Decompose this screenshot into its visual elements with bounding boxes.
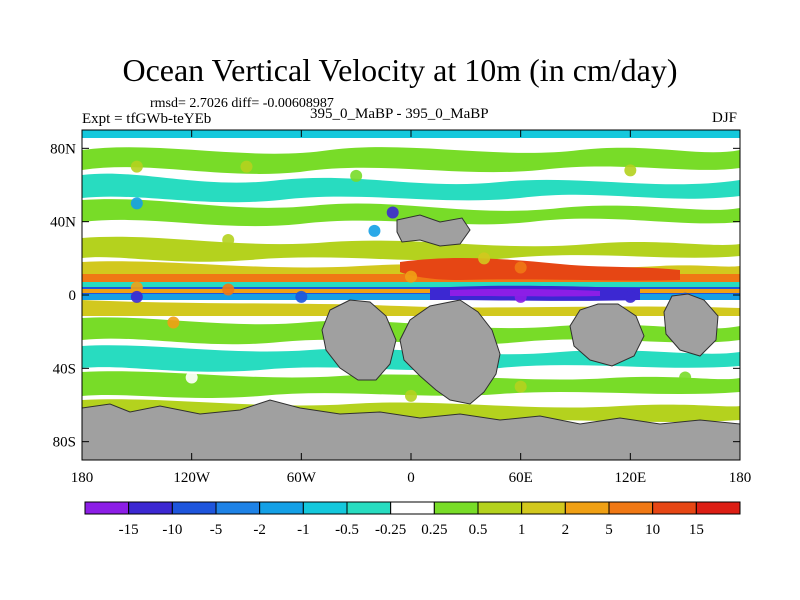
colorbar-label: -2 xyxy=(253,522,266,538)
land-mediterranean-block xyxy=(396,214,471,247)
colorbar-swatch xyxy=(564,501,610,515)
colorbar-label: 0.25 xyxy=(421,522,447,538)
x-tick-label: 120E xyxy=(614,470,646,486)
colorbar-swatch xyxy=(346,501,392,515)
chart-title: Ocean Vertical Velocity at 10m (in cm/da… xyxy=(122,52,678,88)
colorbar-swatch xyxy=(695,501,741,515)
field-sample-point xyxy=(222,283,235,296)
colorbar-label: -0.5 xyxy=(335,522,359,538)
field-sample-point xyxy=(130,290,143,303)
field-sample-point xyxy=(478,252,491,265)
colorbar-swatch xyxy=(608,501,654,515)
rmsd-stats: rmsd= 2.7026 diff= -0.00608987 xyxy=(150,96,334,111)
colorbar-swatch xyxy=(477,501,523,515)
field-sample-point xyxy=(167,316,180,329)
land-indian-ocean-block xyxy=(569,303,645,367)
colorbar: -15 -10 -5 -2 -1 -0.5 -0.25 0.25 0.5 1 2 5 10 15 xyxy=(84,501,741,538)
field-sample-point xyxy=(130,160,143,173)
field-sample-point xyxy=(514,380,527,393)
colorbar-swatch xyxy=(215,501,261,515)
colorbar-label: -15 xyxy=(119,522,139,538)
colorbar-label: 2 xyxy=(562,522,570,538)
field-sample-point xyxy=(240,160,253,173)
x-tick-label: 180 xyxy=(729,470,752,486)
colorbar-swatch xyxy=(128,501,173,515)
y-tick-label: 0 xyxy=(69,288,77,304)
field-sample-point xyxy=(624,290,637,303)
field-sample-point xyxy=(386,206,399,219)
colorbar-label: -5 xyxy=(210,522,223,538)
field-sample-point xyxy=(368,224,381,237)
comparison-label: 395_0_MaBP - 395_0_MaBP xyxy=(310,106,489,122)
field-sample-point xyxy=(624,164,637,177)
x-tick-label: 60E xyxy=(509,470,533,486)
experiment-label: Expt = tfGWb-teYEb xyxy=(82,111,212,127)
colorbar-swatch xyxy=(302,501,348,515)
field-sample-point xyxy=(679,371,692,384)
field-sample-point xyxy=(295,290,308,303)
x-tick-label: 60W xyxy=(287,470,317,486)
land-australia xyxy=(663,293,719,357)
season-label: DJF xyxy=(712,110,738,126)
axes: 180 120W 60W 0 60E 120E 180 80N 40N 0 40S 80S xyxy=(50,130,751,486)
colorbar-swatch xyxy=(84,501,130,515)
colorbar-label: 1 xyxy=(518,522,526,538)
colorbar-label: 0.5 xyxy=(469,522,488,538)
colorbar-label: 10 xyxy=(645,522,660,538)
colorbar-label: 15 xyxy=(689,522,704,538)
field-sample-point xyxy=(514,290,527,303)
land-south-america xyxy=(321,299,397,381)
land-antarctica xyxy=(82,399,740,460)
field-sample-point xyxy=(185,371,198,384)
field-sample-point xyxy=(222,234,235,246)
colorbar-swatch xyxy=(259,501,304,515)
field-sample-point xyxy=(514,157,527,169)
field-sample-point xyxy=(350,169,363,182)
colorbar-swatch xyxy=(390,501,435,515)
map-area xyxy=(82,130,740,460)
colorbar-swatch xyxy=(521,501,566,515)
colorbar-label: -10 xyxy=(162,522,182,538)
x-tick-label: 120W xyxy=(173,470,211,486)
land-masks xyxy=(82,214,740,460)
field-sample-point xyxy=(130,197,143,210)
colorbar-swatch xyxy=(171,501,217,515)
x-tick-label: 0 xyxy=(407,470,415,486)
field-sample-point xyxy=(130,281,143,294)
field-sample-point xyxy=(514,261,527,274)
colorbar-label: -0.25 xyxy=(375,522,406,538)
y-tick-label: 80N xyxy=(50,141,76,157)
land-africa xyxy=(399,299,501,405)
field-sample-point xyxy=(405,389,417,402)
y-tick-label: 40N xyxy=(50,215,76,231)
colorbar-label: -1 xyxy=(297,522,310,538)
colorbar-swatch xyxy=(433,501,479,515)
y-tick-label: 80S xyxy=(53,435,76,451)
field-sample-point xyxy=(405,270,417,283)
colorbar-swatch xyxy=(652,501,697,515)
x-tick-label: 180 xyxy=(71,470,94,486)
y-tick-label: 40S xyxy=(53,361,76,377)
colorbar-label: 5 xyxy=(605,522,613,538)
